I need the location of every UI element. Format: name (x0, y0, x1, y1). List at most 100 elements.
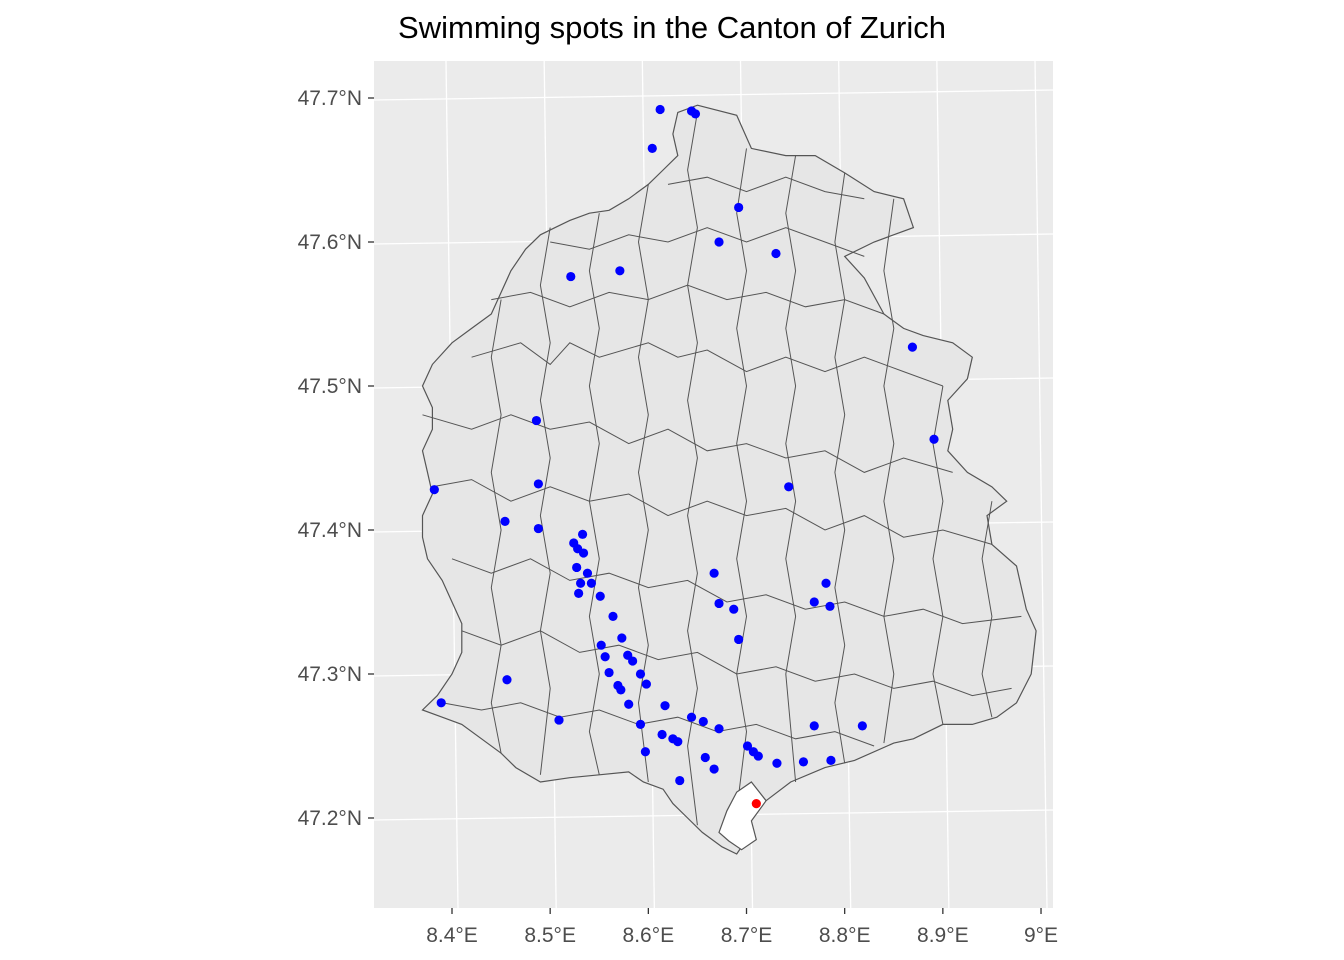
spot-point-54 (857, 721, 867, 731)
spot-point-24 (586, 578, 597, 588)
canton-boundary (421, 104, 1037, 855)
y-tick-label-5: 47.2°N (298, 807, 362, 830)
municipality-regions (421, 104, 1037, 855)
spot-point-15 (500, 516, 510, 526)
spot-point-13 (533, 479, 543, 489)
municipality-border-7 (550, 227, 865, 257)
spot-point-26 (595, 591, 605, 601)
highlighted-spot-point (751, 799, 761, 809)
spot-point-66 (826, 755, 836, 766)
y-tick-label-4: 47.3°N (298, 663, 362, 686)
meridian-6 (1034, 60, 1048, 909)
municipality-border-1 (422, 414, 953, 473)
spot-point-35 (617, 633, 627, 643)
spot-point-63 (700, 752, 710, 763)
municipality-border-8 (667, 176, 865, 200)
spot-point-12 (784, 482, 794, 492)
y-axis-ticks: 47.7°N 47.6°N 47.5°N 47.4°N 47.3°N 47.2°N (298, 87, 374, 830)
spot-point-32 (729, 604, 739, 614)
spot-point-53 (809, 721, 819, 731)
highlighted-municipality (718, 781, 767, 851)
spot-point-11 (929, 434, 939, 444)
spot-point-46 (436, 698, 446, 708)
municipality-border-16 (834, 172, 846, 764)
spot-point-2 (690, 109, 701, 119)
spot-point-28 (821, 578, 831, 588)
spot-point-14 (429, 485, 439, 495)
municipality-border-17 (883, 198, 895, 744)
spot-point-68 (675, 775, 685, 786)
spot-point-64 (772, 758, 782, 768)
municipality-border-9 (490, 299, 502, 754)
spot-point-23 (576, 578, 586, 588)
municipality-border-10 (539, 227, 551, 775)
spot-point-41 (635, 669, 646, 679)
spot-point-16 (533, 523, 543, 534)
spot-point-42 (502, 675, 512, 685)
spot-point-22 (582, 568, 593, 578)
x-axis-ticks: 8.4°E 8.5°E 8.6°E 8.7°E 8.8°E 8.9°E 9°E (426, 908, 1058, 947)
x-tick-label-1: 8.5°E (524, 924, 576, 947)
spot-point-20 (578, 548, 589, 558)
spot-point-40 (604, 667, 614, 678)
municipality-border-14 (736, 148, 748, 811)
spot-point-50 (554, 715, 564, 725)
spot-point-7 (615, 266, 625, 276)
spot-point-58 (673, 737, 683, 747)
municipality-border-11 (588, 213, 600, 775)
spot-point-52 (635, 719, 646, 730)
spot-point-59 (742, 741, 753, 751)
spot-point-29 (809, 597, 819, 607)
municipality-border-0 (471, 342, 944, 387)
spot-point-49 (686, 712, 697, 722)
y-tick-label-3: 47.4°N (298, 519, 362, 542)
spot-point-39 (628, 656, 638, 666)
spot-point-5 (714, 237, 724, 247)
swimming-spots (429, 104, 939, 809)
municipality-border-15 (785, 155, 797, 783)
spot-point-48 (660, 701, 670, 711)
spot-point-36 (596, 640, 606, 650)
spot-point-34 (734, 634, 744, 645)
spot-point-56 (657, 729, 667, 740)
spot-point-9 (907, 342, 918, 352)
spot-point-21 (572, 562, 582, 573)
spot-point-10 (531, 415, 542, 426)
spot-point-45 (616, 685, 626, 695)
spot-point-8 (566, 271, 576, 282)
spot-point-33 (608, 611, 618, 622)
spot-point-55 (714, 724, 724, 734)
municipality-border-3 (451, 558, 1022, 625)
parallel-0 (373, 89, 1054, 101)
municipality-border-2 (432, 479, 993, 545)
spot-point-43 (641, 679, 651, 689)
municipality-border-19 (981, 501, 993, 718)
spot-point-6 (771, 248, 781, 259)
spot-point-4 (734, 202, 744, 213)
municipality-border-12 (637, 184, 649, 783)
x-tick-label-4: 8.8°E (819, 924, 871, 947)
spot-point-65 (798, 757, 809, 767)
spot-point-61 (753, 751, 763, 761)
x-tick-label-2: 8.6°E (623, 924, 675, 947)
spot-point-3 (647, 143, 657, 153)
spot-point-0 (655, 104, 665, 115)
spot-point-17 (577, 529, 588, 539)
spot-point-25 (574, 588, 584, 598)
spot-point-27 (709, 568, 719, 578)
spot-point-51 (698, 716, 708, 727)
x-tick-label-6: 9°E (1024, 924, 1058, 947)
x-tick-label-0: 8.4°E (426, 924, 478, 947)
spot-point-47 (624, 699, 634, 709)
spot-point-37 (600, 652, 610, 662)
y-tick-label-0: 47.7°N (298, 87, 362, 110)
x-tick-label-3: 8.7°E (721, 924, 773, 947)
municipality-border-13 (687, 112, 698, 826)
spot-point-30 (825, 601, 835, 611)
y-tick-label-2: 47.5°N (298, 375, 362, 398)
y-tick-label-1: 47.6°N (298, 231, 362, 254)
municipality-border-5 (442, 702, 875, 747)
spot-point-67 (709, 764, 719, 774)
x-tick-label-5: 8.9°E (917, 924, 969, 947)
